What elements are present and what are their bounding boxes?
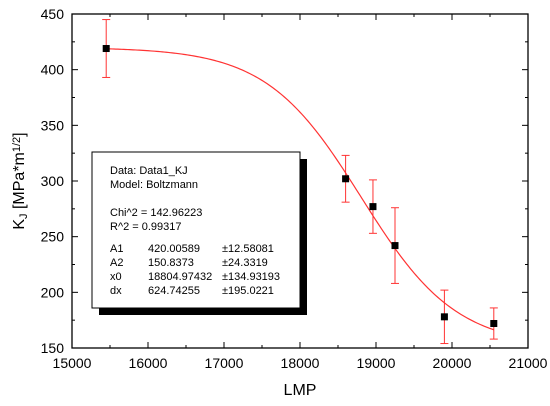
fit-param-value: 624.74255 bbox=[148, 285, 200, 297]
fit-box bbox=[91, 151, 301, 309]
fit-param-error: ±195.0221 bbox=[222, 285, 274, 297]
fit-param-name: x0 bbox=[110, 271, 122, 283]
data-point bbox=[102, 45, 110, 53]
data-point bbox=[369, 203, 377, 211]
fit-param-error: ±134.93193 bbox=[222, 271, 280, 283]
y-tick-label: 250 bbox=[41, 229, 65, 245]
plot-area: 15000 16000 17000 18000 19000 20000 21000 150 20… bbox=[11, 6, 548, 399]
x-tick-label: 21000 bbox=[509, 355, 548, 371]
x-tick-label: 20000 bbox=[433, 355, 472, 371]
fit-param-error: ±24.3319 bbox=[222, 257, 268, 269]
y-tick-label: 450 bbox=[41, 6, 65, 22]
y-tick-label: 150 bbox=[41, 340, 65, 356]
fit-param-error: ±12.58081 bbox=[222, 243, 274, 255]
fit-param-name: A2 bbox=[110, 257, 123, 269]
fit-curve bbox=[106, 48, 494, 331]
fit-param-value: 420.00589 bbox=[148, 243, 200, 255]
y-tick-label: 300 bbox=[41, 173, 65, 189]
x-tick-label: 17000 bbox=[205, 355, 244, 371]
y-axis-title: KJ [MPa*m1/2] bbox=[11, 132, 31, 229]
fit-box-line: R^2 = 0.99317 bbox=[110, 221, 182, 233]
x-tick-label: 18000 bbox=[281, 355, 320, 371]
x-axis-title: LMP bbox=[284, 382, 317, 399]
data-point bbox=[342, 175, 350, 183]
y-tick-label: 400 bbox=[41, 62, 65, 78]
x-tick-label: 19000 bbox=[357, 355, 396, 371]
fit-box-line: Chi^2 = 142.96223 bbox=[110, 207, 202, 219]
fit-box-line: Data: Data1_KJ bbox=[110, 165, 188, 177]
y-tick-label: 200 bbox=[41, 284, 65, 300]
fit-param-name: A1 bbox=[110, 243, 123, 255]
fit-param-value: 150.8373 bbox=[148, 257, 194, 269]
x-tick-label: 15000 bbox=[53, 355, 92, 371]
fit-param-name: dx bbox=[110, 285, 122, 297]
y-tick-label: 350 bbox=[41, 117, 65, 133]
fit-param-value: 18804.97432 bbox=[148, 271, 212, 283]
data-point bbox=[440, 313, 448, 321]
data-point bbox=[490, 320, 498, 328]
data-point bbox=[391, 242, 399, 250]
x-tick-label: 16000 bbox=[129, 355, 168, 371]
fit-box-line: Model: Boltzmann bbox=[110, 179, 198, 191]
